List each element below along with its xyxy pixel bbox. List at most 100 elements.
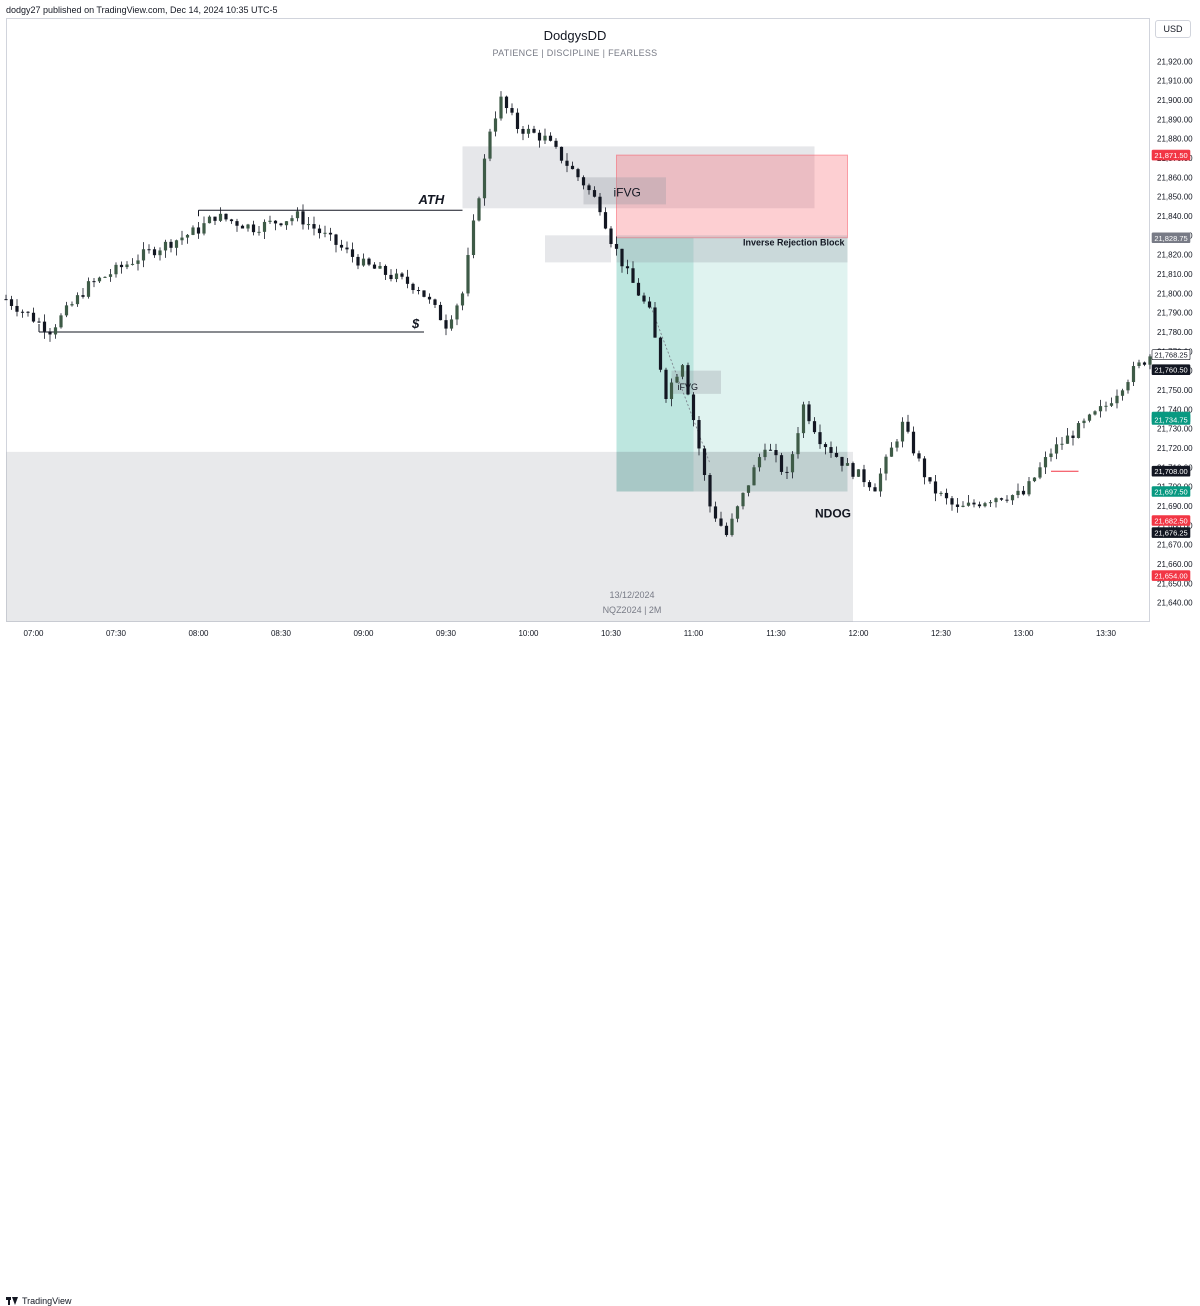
candle <box>262 219 267 240</box>
candle-body <box>158 250 162 256</box>
candle-body <box>1142 362 1147 365</box>
candle-body <box>664 369 668 400</box>
candle <box>312 216 316 236</box>
candlestick-chart[interactable]: ATH $ iFVG Inverse Rejection Block iFVG NDOG 1… <box>0 0 1200 666</box>
x-axis-tick-label: 09:00 <box>353 629 374 638</box>
candle <box>9 295 14 310</box>
candle-body <box>383 265 388 275</box>
candle <box>257 226 261 236</box>
candle <box>268 215 272 225</box>
candle <box>581 175 586 190</box>
candle-body <box>812 421 817 433</box>
candle <box>675 373 679 384</box>
candle-body <box>862 469 866 483</box>
chart-frame[interactable] <box>6 18 1150 622</box>
green-dark-zone <box>616 237 694 492</box>
candle <box>1148 354 1152 370</box>
candle <box>807 400 811 425</box>
candle <box>708 473 712 513</box>
currency-button[interactable]: USD <box>1155 20 1191 38</box>
candle-body <box>207 216 212 224</box>
y-axis-tick-label: 21,900.00 <box>1157 96 1193 105</box>
candle-body <box>790 454 795 473</box>
tradingview-brand: TradingView <box>22 1296 72 1306</box>
candle <box>75 292 80 307</box>
candle <box>108 268 113 282</box>
candle <box>653 301 657 338</box>
candle-body <box>873 487 877 492</box>
candle <box>251 220 256 236</box>
candle-body <box>1131 366 1136 383</box>
candle-body <box>1043 457 1048 468</box>
candle <box>543 128 547 144</box>
candle-body <box>741 492 745 507</box>
candle-body <box>493 118 498 132</box>
candle <box>301 204 305 230</box>
candle <box>548 132 553 142</box>
candle-body <box>1054 444 1059 454</box>
x-axis-tick-label: 13:00 <box>1013 629 1034 638</box>
published-line: dodgy27 published on TradingView.com, De… <box>6 5 278 15</box>
candle <box>928 477 932 484</box>
candle <box>658 336 663 373</box>
candle <box>334 233 338 253</box>
candle-body <box>119 264 124 268</box>
candle-body <box>350 249 355 257</box>
candle-body <box>323 232 327 234</box>
chart-subtitle: PATIENCE | DISCIPLINE | FEARLESS <box>492 48 658 58</box>
candle <box>438 301 443 321</box>
candle <box>686 362 690 396</box>
candle <box>504 95 509 114</box>
candle-body <box>543 135 547 141</box>
candle <box>565 153 569 173</box>
candle-body <box>411 283 415 291</box>
tradingview-logo[interactable]: TradingView <box>6 1296 72 1306</box>
candle <box>444 314 448 336</box>
candle-body <box>856 469 861 477</box>
ifvg-lower-label: iFVG <box>678 382 699 392</box>
candle <box>1126 379 1130 394</box>
candle-body <box>218 213 223 221</box>
candle <box>460 291 465 311</box>
candle-body <box>724 525 729 536</box>
candle <box>664 367 668 403</box>
candle-body <box>559 146 564 161</box>
candle <box>279 222 283 227</box>
candle <box>829 441 833 458</box>
candle-body <box>680 365 685 377</box>
candle-body <box>356 256 360 266</box>
candle-body <box>840 456 844 466</box>
y-axis-tick-label: 21,920.00 <box>1157 57 1193 66</box>
candle-body <box>394 273 399 280</box>
candle-body <box>136 260 140 264</box>
candle <box>1054 437 1059 460</box>
candle <box>1032 477 1037 483</box>
candle-body <box>691 394 696 421</box>
candle <box>812 417 817 434</box>
candle <box>449 315 454 331</box>
candle <box>26 311 30 317</box>
ifvg-upper-zone <box>583 177 666 205</box>
candle <box>31 307 36 323</box>
candle <box>609 226 613 248</box>
candle <box>735 505 740 523</box>
candle <box>614 236 619 256</box>
candle-body <box>334 234 338 245</box>
y-axis-tick-label: 21,890.00 <box>1157 115 1193 124</box>
red-stop-zone <box>616 155 848 238</box>
y-axis-tick-label: 21,810.00 <box>1157 270 1193 279</box>
candle-body <box>180 237 184 241</box>
candle-body <box>246 224 250 229</box>
candle <box>422 290 426 298</box>
candle-body <box>15 305 19 312</box>
x-axis-tick-label: 07:30 <box>106 629 127 638</box>
candle <box>136 254 140 271</box>
candle-body <box>75 295 80 305</box>
candle <box>757 453 762 472</box>
candle-body <box>570 165 575 170</box>
candle <box>246 223 250 232</box>
candle-body <box>988 502 993 504</box>
candle <box>97 276 102 284</box>
candle-body <box>427 296 432 300</box>
y-axis-tick-label: 21,910.00 <box>1157 77 1193 86</box>
